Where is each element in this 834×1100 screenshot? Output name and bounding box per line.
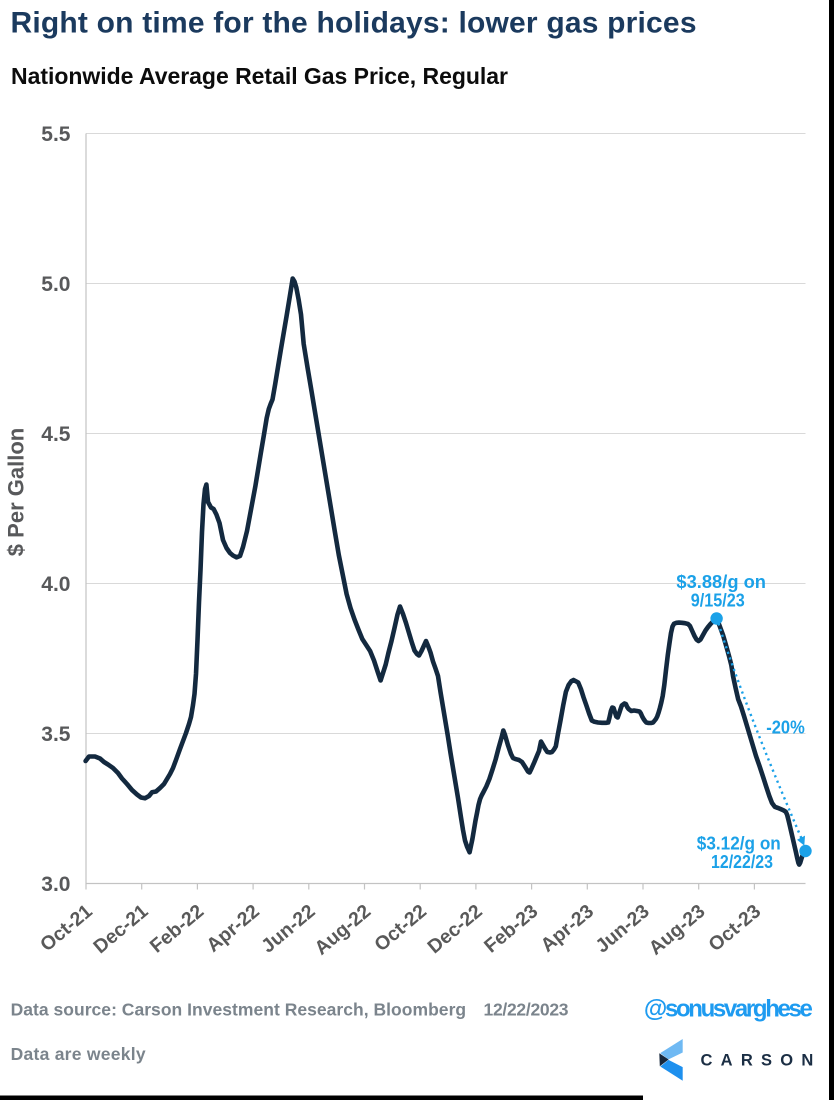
svg-text:3.5: 3.5 (41, 723, 71, 746)
svg-text:3.0: 3.0 (41, 873, 70, 896)
svg-text:-20%: -20% (766, 718, 805, 738)
svg-text:12/22/2023: 12/22/2023 (484, 999, 569, 1019)
svg-text:@sonusvarghese: @sonusvarghese (644, 995, 813, 1022)
svg-text:4.5: 4.5 (41, 423, 71, 446)
svg-text:4.0: 4.0 (41, 573, 70, 596)
svg-text:12/22/23: 12/22/23 (711, 852, 773, 872)
svg-text:5.5: 5.5 (41, 123, 71, 146)
svg-text:Data are weekly: Data are weekly (11, 1044, 146, 1064)
svg-text:$3.88/g on: $3.88/g on (676, 572, 766, 592)
svg-text:$ Per Gallon: $ Per Gallon (4, 428, 29, 556)
svg-text:Nationwide Average Retail Gas: Nationwide Average Retail Gas Price, Reg… (11, 63, 508, 89)
svg-text:Data source: Carson Investment: Data source: Carson Investment Research,… (11, 999, 467, 1019)
svg-text:Right on time for the holidays: Right on time for the holidays: lower ga… (11, 7, 697, 40)
svg-text:5.0: 5.0 (41, 273, 70, 296)
svg-text:9/15/23: 9/15/23 (691, 591, 745, 611)
svg-text:$3.12/g on: $3.12/g on (697, 834, 781, 854)
